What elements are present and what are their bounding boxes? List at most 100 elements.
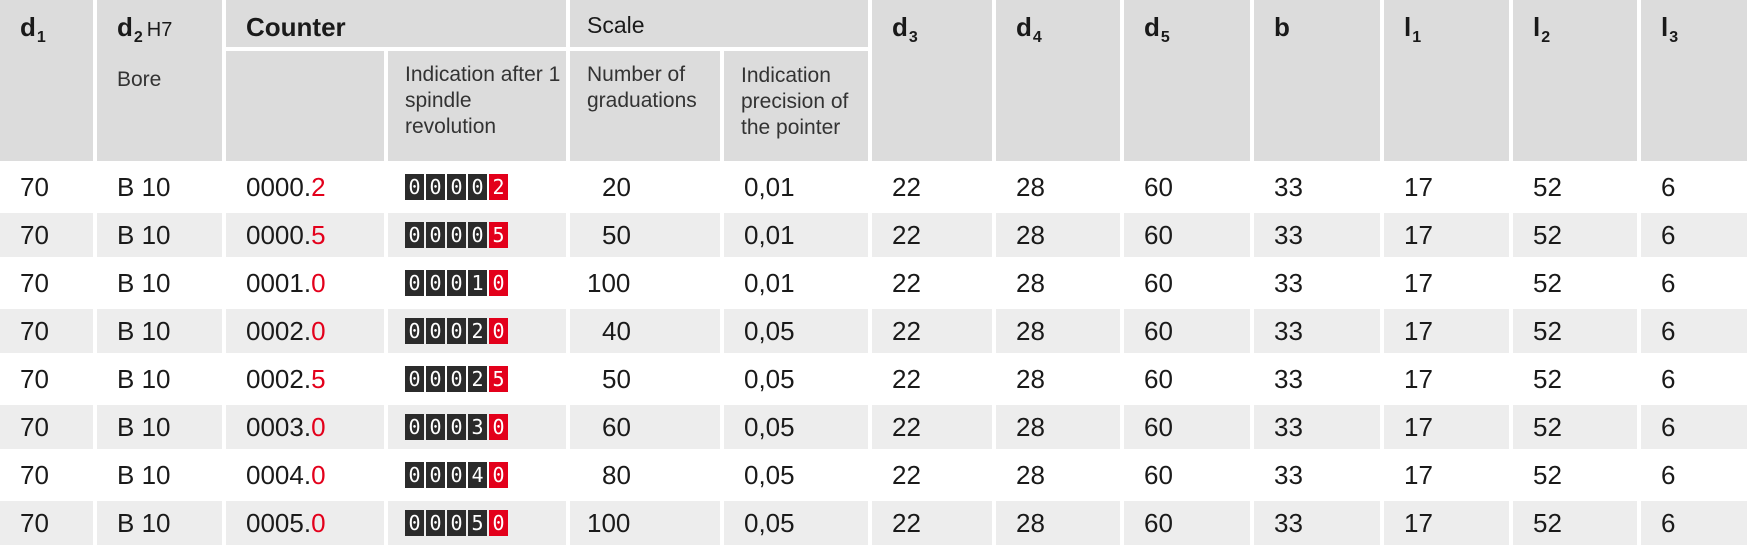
cell-d3: 22 bbox=[872, 213, 992, 257]
cell-d3: 22 bbox=[872, 165, 992, 209]
cell-d2: B 10 bbox=[97, 357, 222, 401]
table-row: 70 B 10 0002.5 0 0 0 2 5 50 0,05 22 28 60 33 17 52 6 bbox=[0, 357, 1747, 401]
cell-d4: 28 bbox=[996, 453, 1120, 497]
cell-graduations: 50 bbox=[570, 357, 720, 401]
cell-counter: 0003.0 bbox=[226, 405, 384, 449]
cell-l1: 17 bbox=[1384, 261, 1509, 305]
cell-d5: 60 bbox=[1124, 309, 1250, 353]
header-l2: l2 bbox=[1513, 0, 1637, 161]
header-counter-blank bbox=[226, 50, 384, 161]
header-d5: d5 bbox=[1124, 0, 1250, 161]
counter-digit: 2 bbox=[468, 366, 487, 393]
counter-digit: 0 bbox=[426, 462, 445, 489]
counter-digit: 0 bbox=[468, 174, 487, 201]
cell-precision: 0,01 bbox=[724, 213, 868, 257]
cell-l2: 52 bbox=[1513, 165, 1637, 209]
table-row: 70 B 10 0000.5 0 0 0 0 5 50 0,01 22 28 60 33 17 52 6 bbox=[0, 213, 1747, 257]
cell-l3: 6 bbox=[1641, 405, 1747, 449]
header-b: b bbox=[1254, 0, 1380, 161]
cell-d2: B 10 bbox=[97, 261, 222, 305]
cell-counter: 0004.0 bbox=[226, 453, 384, 497]
header-d4: d4 bbox=[996, 0, 1120, 161]
cell-precision: 0,01 bbox=[724, 261, 868, 305]
header-indication-after: Indication after 1 spindle revolution bbox=[388, 50, 566, 161]
cell-d1: 70 bbox=[0, 213, 93, 257]
cell-d3: 22 bbox=[872, 309, 992, 353]
cell-l1: 17 bbox=[1384, 213, 1509, 257]
cell-d3: 22 bbox=[872, 261, 992, 305]
cell-precision: 0,05 bbox=[724, 501, 868, 545]
cell-l3: 6 bbox=[1641, 165, 1747, 209]
cell-l1: 17 bbox=[1384, 501, 1509, 545]
counter-digit: 0 bbox=[447, 270, 466, 297]
counter-digit-last: 0 bbox=[489, 318, 508, 345]
cell-precision: 0,05 bbox=[724, 357, 868, 401]
counter-digit-last: 0 bbox=[489, 510, 508, 537]
counter-digit-last: 0 bbox=[489, 414, 508, 441]
cell-d5: 60 bbox=[1124, 453, 1250, 497]
cell-l2: 52 bbox=[1513, 501, 1637, 545]
cell-d4: 28 bbox=[996, 165, 1120, 209]
cell-d4: 28 bbox=[996, 261, 1120, 305]
counter-decimal: 5 bbox=[311, 364, 326, 394]
counter-integer: 0004. bbox=[246, 460, 312, 490]
header-scale: Scale bbox=[570, 0, 868, 47]
counter-integer: 0000. bbox=[246, 172, 312, 202]
cell-l1: 17 bbox=[1384, 357, 1509, 401]
cell-b: 33 bbox=[1254, 165, 1380, 209]
counter-digit: 0 bbox=[405, 366, 424, 393]
counter-decimal: 5 bbox=[311, 220, 326, 250]
cell-d5: 60 bbox=[1124, 165, 1250, 209]
counter-decimal: 0 bbox=[311, 412, 326, 442]
header-counter: Counter bbox=[226, 0, 566, 47]
cell-counter: 0000.2 bbox=[226, 165, 384, 209]
table-row: 70 B 10 0002.0 0 0 0 2 0 40 0,05 22 28 60 33 17 52 6 bbox=[0, 309, 1747, 353]
counter-decimal: 0 bbox=[311, 268, 326, 298]
table-row: 70 B 10 0005.0 0 0 0 5 0 100 0,05 22 28 60 33 17 52 6 bbox=[0, 501, 1747, 545]
cell-d2: B 10 bbox=[97, 405, 222, 449]
cell-l1: 17 bbox=[1384, 453, 1509, 497]
cell-d5: 60 bbox=[1124, 357, 1250, 401]
counter-digit: 0 bbox=[426, 270, 445, 297]
counter-digit: 0 bbox=[426, 174, 445, 201]
header-l1: l1 bbox=[1384, 0, 1509, 161]
table-row: 70 B 10 0001.0 0 0 0 1 0 100 0,01 22 28 60 33 17 52 6 bbox=[0, 261, 1747, 305]
cell-graduations: 80 bbox=[570, 453, 720, 497]
cell-counter: 0002.0 bbox=[226, 309, 384, 353]
cell-d4: 28 bbox=[996, 213, 1120, 257]
counter-digit-last: 0 bbox=[489, 462, 508, 489]
cell-l3: 6 bbox=[1641, 213, 1747, 257]
cell-d4: 28 bbox=[996, 405, 1120, 449]
cell-counter: 0002.5 bbox=[226, 357, 384, 401]
counter-digit: 0 bbox=[426, 414, 445, 441]
header-d1: d1 bbox=[0, 0, 93, 161]
cell-d2: B 10 bbox=[97, 501, 222, 545]
cell-l3: 6 bbox=[1641, 309, 1747, 353]
counter-digit-last: 5 bbox=[489, 222, 508, 249]
counter-digit-last: 0 bbox=[489, 270, 508, 297]
cell-d4: 28 bbox=[996, 501, 1120, 545]
cell-d3: 22 bbox=[872, 357, 992, 401]
cell-l2: 52 bbox=[1513, 213, 1637, 257]
cell-d1: 70 bbox=[0, 501, 93, 545]
counter-digit: 0 bbox=[447, 318, 466, 345]
cell-l1: 17 bbox=[1384, 405, 1509, 449]
cell-d4: 28 bbox=[996, 309, 1120, 353]
cell-graduations: 50 bbox=[570, 213, 720, 257]
counter-decimal: 0 bbox=[311, 508, 326, 538]
cell-l2: 52 bbox=[1513, 357, 1637, 401]
counter-integer: 0001. bbox=[246, 268, 312, 298]
counter-digit: 0 bbox=[405, 174, 424, 201]
header-indication-precision: Indication precision of the pointer bbox=[724, 50, 868, 161]
